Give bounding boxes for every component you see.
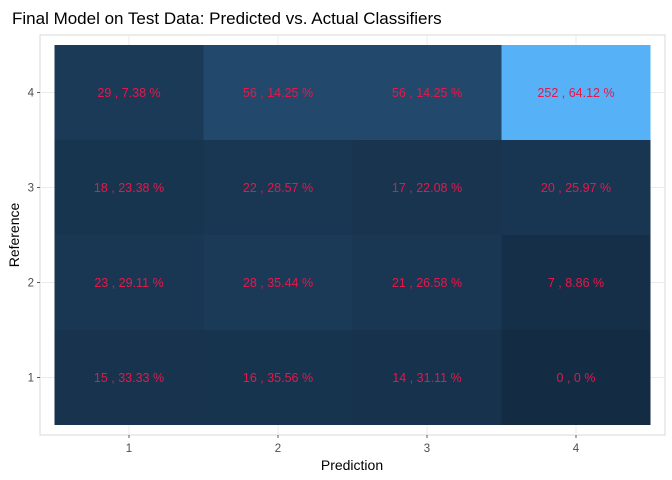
heatmap-cell-pred-1-ref-1 (54, 330, 204, 425)
cell-label-pred-1-ref-4: 29 , 7.38 % (97, 86, 160, 100)
y-tick-label-2: 2 (28, 278, 34, 290)
x-axis-title: Prediction (321, 457, 383, 473)
cell-label-pred-2-ref-1: 16 , 35.56 % (243, 371, 313, 385)
cell-label-pred-4-ref-4: 252 , 64.12 % (537, 86, 614, 100)
x-tick-label-3: 3 (424, 443, 430, 455)
cell-label-pred-3-ref-3: 17 , 22.08 % (392, 181, 462, 195)
x-tick-label-1: 1 (126, 443, 132, 455)
plot-panel-border (39, 34, 666, 436)
cell-label-pred-4-ref-1: 0 , 0 % (557, 371, 596, 385)
heatmap-cell-pred-3-ref-2 (352, 235, 502, 330)
cell-label-pred-1-ref-3: 18 , 23.38 % (94, 181, 164, 195)
heatmap-cell-pred-4-ref-4 (501, 45, 651, 140)
cell-labels: 29 , 7.38 % 56 , 14.25 % 56 , 14.25 % 252 ,… (94, 86, 615, 385)
y-tick-label-4: 4 (28, 88, 35, 100)
cell-label-pred-3-ref-4: 56 , 14.25 % (392, 86, 462, 100)
heatmap-cell-pred-4-ref-3 (501, 140, 651, 235)
heatmap-cell-pred-2-ref-1 (203, 330, 353, 425)
x-tick-labels: 1 2 3 4 (126, 435, 580, 455)
cell-label-pred-4-ref-3: 20 , 25.97 % (541, 181, 611, 195)
heatmap-cells (54, 45, 651, 425)
heatmap-cell-pred-3-ref-4 (352, 45, 502, 140)
cell-label-pred-2-ref-4: 56 , 14.25 % (243, 86, 313, 100)
cell-label-pred-2-ref-2: 28 , 35.44 % (243, 276, 313, 290)
cell-label-pred-3-ref-2: 21 , 26.58 % (392, 276, 462, 290)
heatmap-cell-pred-3-ref-3 (352, 140, 502, 235)
heatmap-cell-pred-4-ref-2 (501, 235, 651, 330)
heatmap-cell-pred-4-ref-1 (501, 330, 651, 425)
x-tick-label-2: 2 (275, 443, 281, 455)
heatmap-cell-pred-3-ref-1 (352, 330, 502, 425)
heatmap-cell-pred-1-ref-4 (54, 45, 204, 140)
y-tick-labels: 1 2 3 4 (28, 88, 40, 385)
heatmap-cell-pred-2-ref-4 (203, 45, 353, 140)
heatmap-cell-pred-2-ref-3 (203, 140, 353, 235)
cell-label-pred-1-ref-2: 23 , 29.11 % (94, 276, 163, 290)
chart-title: Final Model on Test Data: Predicted vs. … (12, 9, 442, 28)
heatmap-cell-pred-1-ref-2 (54, 235, 204, 330)
heatmap-cell-pred-1-ref-3 (54, 140, 204, 235)
cell-label-pred-3-ref-1: 14 , 31.11 % (392, 371, 461, 385)
y-axis-title: Reference (6, 202, 22, 267)
heatmap-cell-pred-2-ref-2 (203, 235, 353, 330)
x-tick-label-4: 4 (573, 443, 580, 455)
y-tick-label-3: 3 (28, 183, 34, 195)
cell-label-pred-1-ref-1: 15 , 33.33 % (94, 371, 164, 385)
cell-label-pred-4-ref-2: 7 , 8.86 % (548, 276, 604, 290)
cell-label-pred-2-ref-3: 22 , 28.57 % (243, 181, 313, 195)
y-tick-label-1: 1 (28, 373, 34, 385)
